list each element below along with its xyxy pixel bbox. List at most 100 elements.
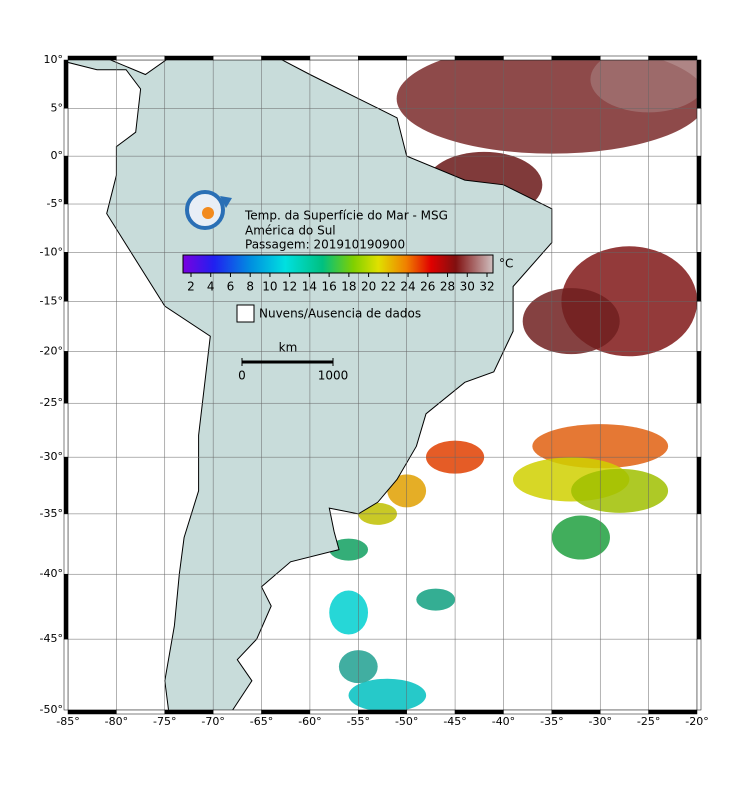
frame-segment — [696, 402, 702, 458]
frame-segment — [63, 513, 69, 575]
sst-patch — [329, 590, 369, 635]
frame-segment — [63, 59, 69, 109]
sst-patch — [416, 588, 456, 611]
x-tick-label: -70° — [201, 715, 224, 728]
colorbar-tick-label: 32 — [479, 280, 494, 294]
colorbar-unit: °C — [499, 257, 513, 271]
colorbar-tick-label: 18 — [341, 280, 356, 294]
scale-unit: km — [279, 341, 298, 355]
x-tick-label: -50° — [395, 715, 418, 728]
x-tick-label: -55° — [347, 715, 370, 728]
title-line: Temp. da Superfície do Mar - MSG — [244, 209, 448, 223]
frame-segment — [696, 301, 702, 352]
frame-segment — [696, 108, 702, 157]
frame-segment — [67, 55, 117, 61]
frame-segment — [67, 709, 117, 715]
frame-segment — [696, 351, 702, 404]
x-tick-label: -40° — [492, 715, 515, 728]
colorbar-tick-label: 2 — [187, 280, 195, 294]
sst-patch — [522, 288, 620, 355]
x-tick-label: -60° — [298, 715, 321, 728]
colorbar-tick-label: 6 — [227, 280, 235, 294]
colorbar-tick-label: 22 — [381, 280, 396, 294]
sst-patch — [590, 60, 697, 113]
sst-patch — [571, 468, 669, 513]
frame-segment — [63, 301, 69, 352]
colorbar-tick-label: 8 — [246, 280, 254, 294]
title-line: Passagem: 201910190900 — [245, 238, 405, 252]
frame-segment — [358, 55, 407, 61]
frame-segment — [309, 709, 359, 715]
frame-segment — [63, 203, 69, 253]
y-tick-label: 10° — [44, 53, 64, 66]
x-tick-label: -25° — [637, 715, 660, 728]
frame-segment — [551, 709, 601, 715]
y-tick-label: 0° — [51, 149, 64, 162]
frame-segment — [63, 155, 69, 205]
frame-segment — [503, 709, 553, 715]
colorbar-tick-label: 24 — [400, 280, 415, 294]
colorbar-tick-label: 28 — [440, 280, 455, 294]
frame-segment — [358, 709, 407, 715]
scale-tick-label: 1000 — [318, 369, 349, 383]
map-area — [68, 60, 697, 710]
colorbar-tick-label: 26 — [420, 280, 435, 294]
frame-segment — [696, 155, 702, 205]
frame-segment — [406, 709, 456, 715]
frame-segment — [63, 573, 69, 640]
x-tick-label: -35° — [540, 715, 563, 728]
frame-segment — [696, 252, 702, 302]
y-tick-label: -20° — [40, 344, 63, 357]
y-tick-label: -30° — [40, 450, 63, 463]
colorbar-tick-label: 4 — [207, 280, 215, 294]
title-line: América do Sul — [245, 224, 336, 238]
frame-segment — [551, 55, 601, 61]
frame-segment — [599, 55, 649, 61]
frame-segment — [63, 108, 69, 157]
colorbar-tick-label: 10 — [262, 280, 277, 294]
y-tick-label: 5° — [51, 101, 64, 114]
x-tick-label: -30° — [588, 715, 611, 728]
frame-segment — [696, 456, 702, 515]
y-tick-label: -40° — [40, 567, 63, 580]
frame-segment — [696, 638, 702, 711]
x-tick-label: -20° — [685, 715, 708, 728]
frame-segment — [212, 55, 262, 61]
frame-segment — [116, 55, 166, 61]
frame-segment — [696, 513, 702, 575]
frame-segment — [63, 456, 69, 515]
frame-segment — [454, 709, 504, 715]
frame-segment — [503, 55, 553, 61]
frame-segment — [696, 203, 702, 253]
frame-segment — [261, 55, 311, 61]
x-tick-label: -85° — [56, 715, 79, 728]
frame-segment — [212, 709, 262, 715]
frame-segment — [309, 55, 359, 61]
frame-segment — [164, 55, 214, 61]
frame-segment — [63, 252, 69, 302]
frame-segment — [406, 55, 456, 61]
sst-patch — [551, 515, 610, 560]
colorbar-tick-label: 16 — [321, 280, 336, 294]
frame-segment — [696, 573, 702, 640]
legend-swatch — [236, 304, 255, 323]
y-tick-label: -45° — [40, 632, 63, 645]
frame-segment — [63, 351, 69, 404]
frame-segment — [454, 55, 504, 61]
frame-segment — [648, 55, 698, 61]
logo — [185, 190, 232, 230]
y-tick-label: -5° — [47, 197, 63, 210]
colorbar-tick-label: 12 — [282, 280, 297, 294]
frame-segment — [116, 709, 166, 715]
y-tick-label: -50° — [40, 703, 63, 716]
colorbar-tick-label: 20 — [361, 280, 376, 294]
y-tick-label: -25° — [40, 396, 63, 409]
colorbar-tick-label: 14 — [302, 280, 317, 294]
frame-segment — [63, 402, 69, 458]
scale-tick-label: 0 — [238, 369, 246, 383]
y-tick-label: -10° — [40, 245, 63, 258]
frame-segment — [696, 59, 702, 109]
overlay: Temp. da Superfície do Mar - MSG América… — [40, 53, 709, 728]
x-tick-label: -45° — [443, 715, 466, 728]
